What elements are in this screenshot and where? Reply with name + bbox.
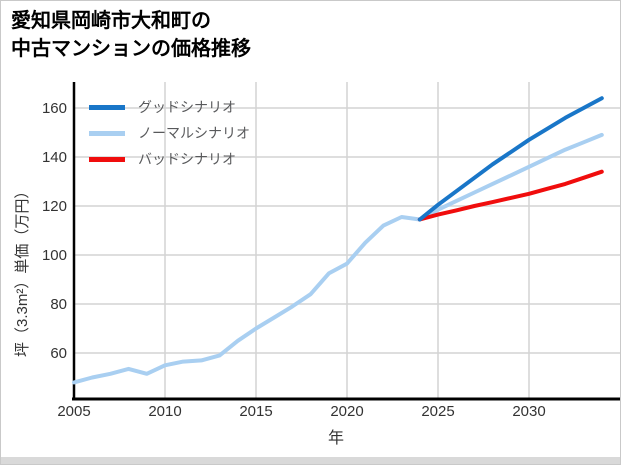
good-scenario-line-swatch [89, 104, 125, 110]
legend-item-normal: ノーマルシナリオ [89, 120, 250, 146]
y-tick-label: 100 [42, 247, 67, 264]
legend-item-good: グッドシナリオ [89, 94, 250, 120]
horizontal-scrollbar[interactable] [1, 457, 620, 464]
x-tick-label: 2025 [421, 403, 454, 420]
y-axis-label: 坪（3.3m²）単価（万円） [14, 183, 31, 357]
legend-label-normal: ノーマルシナリオ [138, 125, 250, 141]
y-tick-label: 140 [42, 149, 67, 166]
series-line-ノーマルシナリオ [417, 132, 604, 222]
legend-label-good: グッドシナリオ [138, 99, 236, 115]
x-axis-label: 年 [327, 430, 344, 447]
chart-title: 愛知県岡崎市大和町の 中古マンションの価格推移 [11, 7, 251, 63]
series-line-グッドシナリオ [417, 96, 604, 222]
series-line-バッドシナリオ [417, 169, 604, 222]
legend: グッドシナリオ ノーマルシナリオ バッドシナリオ [89, 94, 250, 172]
y-tick-label: 80 [50, 296, 67, 313]
y-tick-label: 160 [42, 100, 67, 117]
x-tick-label: 2030 [512, 403, 545, 420]
legend-label-bad: バッドシナリオ [138, 151, 236, 167]
x-tick-label: 2010 [148, 403, 181, 420]
legend-item-bad: バッドシナリオ [89, 146, 250, 172]
y-tick-label: 60 [50, 345, 67, 362]
bad-scenario-line-swatch [89, 156, 125, 162]
chart-title-line1: 愛知県岡崎市大和町の [11, 10, 211, 32]
x-tick-label: 2015 [239, 403, 272, 420]
chart-title-line2: 中古マンションの価格推移 [11, 38, 251, 60]
normal-scenario-line-swatch [89, 130, 125, 136]
y-tick-label: 120 [42, 198, 67, 215]
x-tick-label: 2020 [330, 403, 363, 420]
series-line-価格実績 [72, 215, 422, 385]
x-tick-label: 2005 [57, 403, 90, 420]
